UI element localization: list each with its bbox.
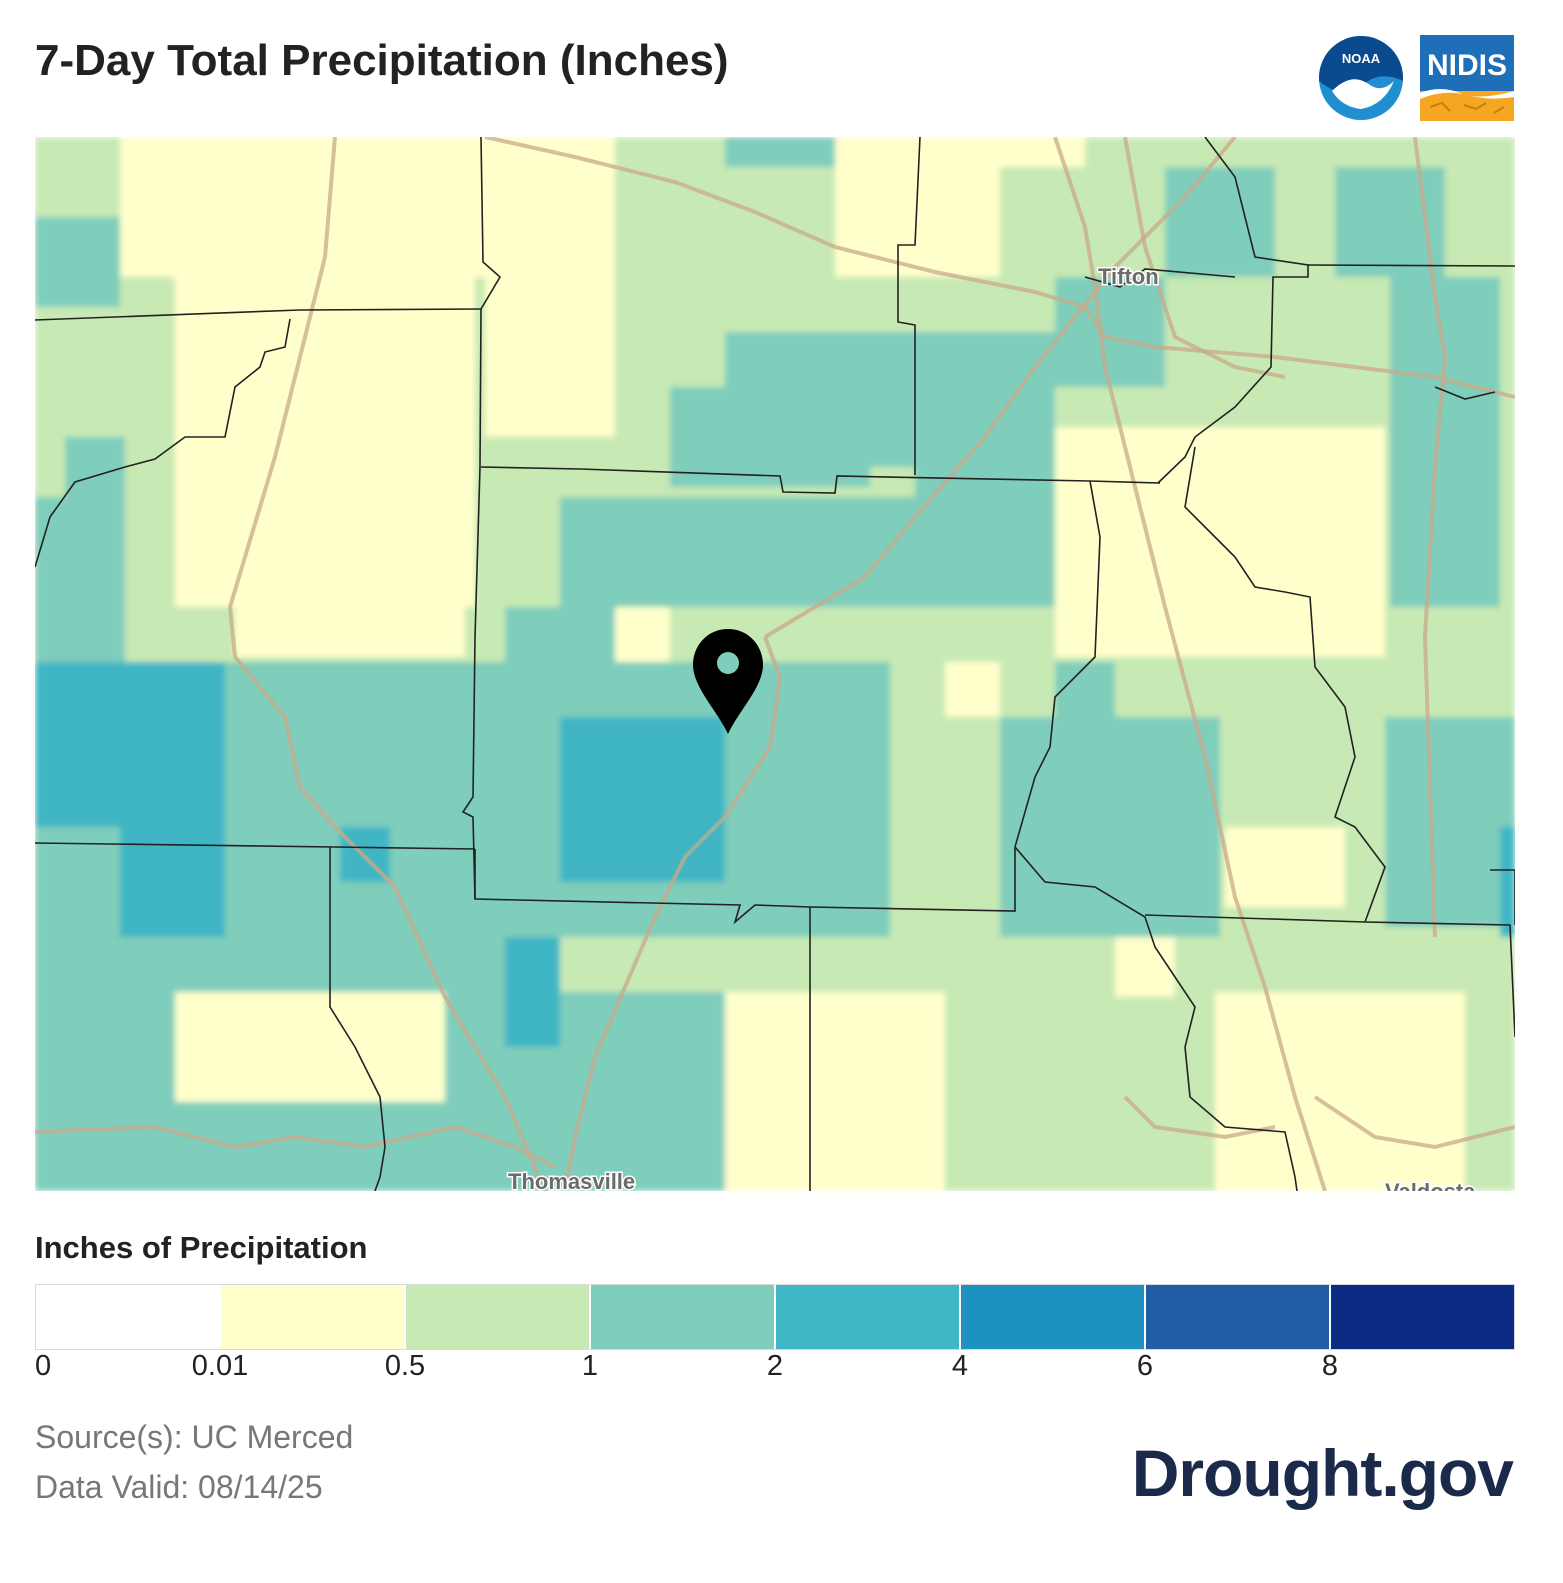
nidis-logo-text: NIDIS: [1427, 49, 1507, 82]
page-title: 7-Day Total Precipitation (Inches): [35, 36, 729, 85]
source-info: Source(s): UC Merced Data Valid: 08/14/2…: [35, 1412, 353, 1512]
precipitation-grid: [35, 137, 1515, 1191]
legend-swatch: [406, 1285, 591, 1349]
legend-tick-label: 1: [581, 1350, 599, 1382]
place-label-thomasville: Thomasville: [508, 1169, 635, 1191]
legend-tick-label: 0.5: [384, 1350, 426, 1382]
legend-tick-label: 6: [1136, 1350, 1154, 1382]
legend-swatch: [221, 1285, 406, 1349]
legend-tick-label: 2: [766, 1350, 784, 1382]
map-canvas: Tifton Thomasville Valdosta: [35, 137, 1515, 1191]
legend-swatch: [776, 1285, 961, 1349]
noaa-logo-text: NOAA: [1342, 51, 1381, 66]
map-pin-icon[interactable]: [693, 629, 763, 734]
legend-tick-label: 8: [1321, 1350, 1339, 1382]
legend-tick-label: 0: [35, 1350, 52, 1382]
nidis-logo: NIDIS: [1420, 35, 1514, 121]
place-labels: Tifton Thomasville Valdosta: [507, 263, 1478, 1192]
legend-title: Inches of Precipitation: [35, 1230, 368, 1265]
place-label-tifton: Tifton: [1098, 264, 1159, 289]
source-text: Source(s): UC Merced: [35, 1419, 354, 1455]
legend-ticks: 0 0.01 0.5 1 2 4 6 8: [0, 1350, 1563, 1390]
legend-tick-label: 4: [951, 1350, 969, 1382]
drought-gov-logo[interactable]: Drought.gov: [1131, 1436, 1514, 1510]
legend-swatch: [1331, 1285, 1514, 1349]
legend-swatch: [961, 1285, 1146, 1349]
legend-swatch: [591, 1285, 776, 1349]
legend-swatch: [36, 1285, 221, 1349]
legend-tick-label: 0.01: [191, 1350, 249, 1382]
data-valid-text: Data Valid: 08/14/25: [35, 1469, 323, 1505]
legend-color-bar: [35, 1284, 1515, 1350]
precipitation-map[interactable]: Tifton Thomasville Valdosta: [35, 137, 1515, 1191]
noaa-logo: NOAA: [1319, 36, 1403, 120]
county-boundaries: [35, 137, 1515, 1191]
roads: [35, 137, 1515, 1191]
logo-group: NOAA NIDIS: [1318, 35, 1514, 121]
legend-swatch: [1146, 1285, 1331, 1349]
place-label-valdosta: Valdosta: [1385, 1179, 1476, 1191]
